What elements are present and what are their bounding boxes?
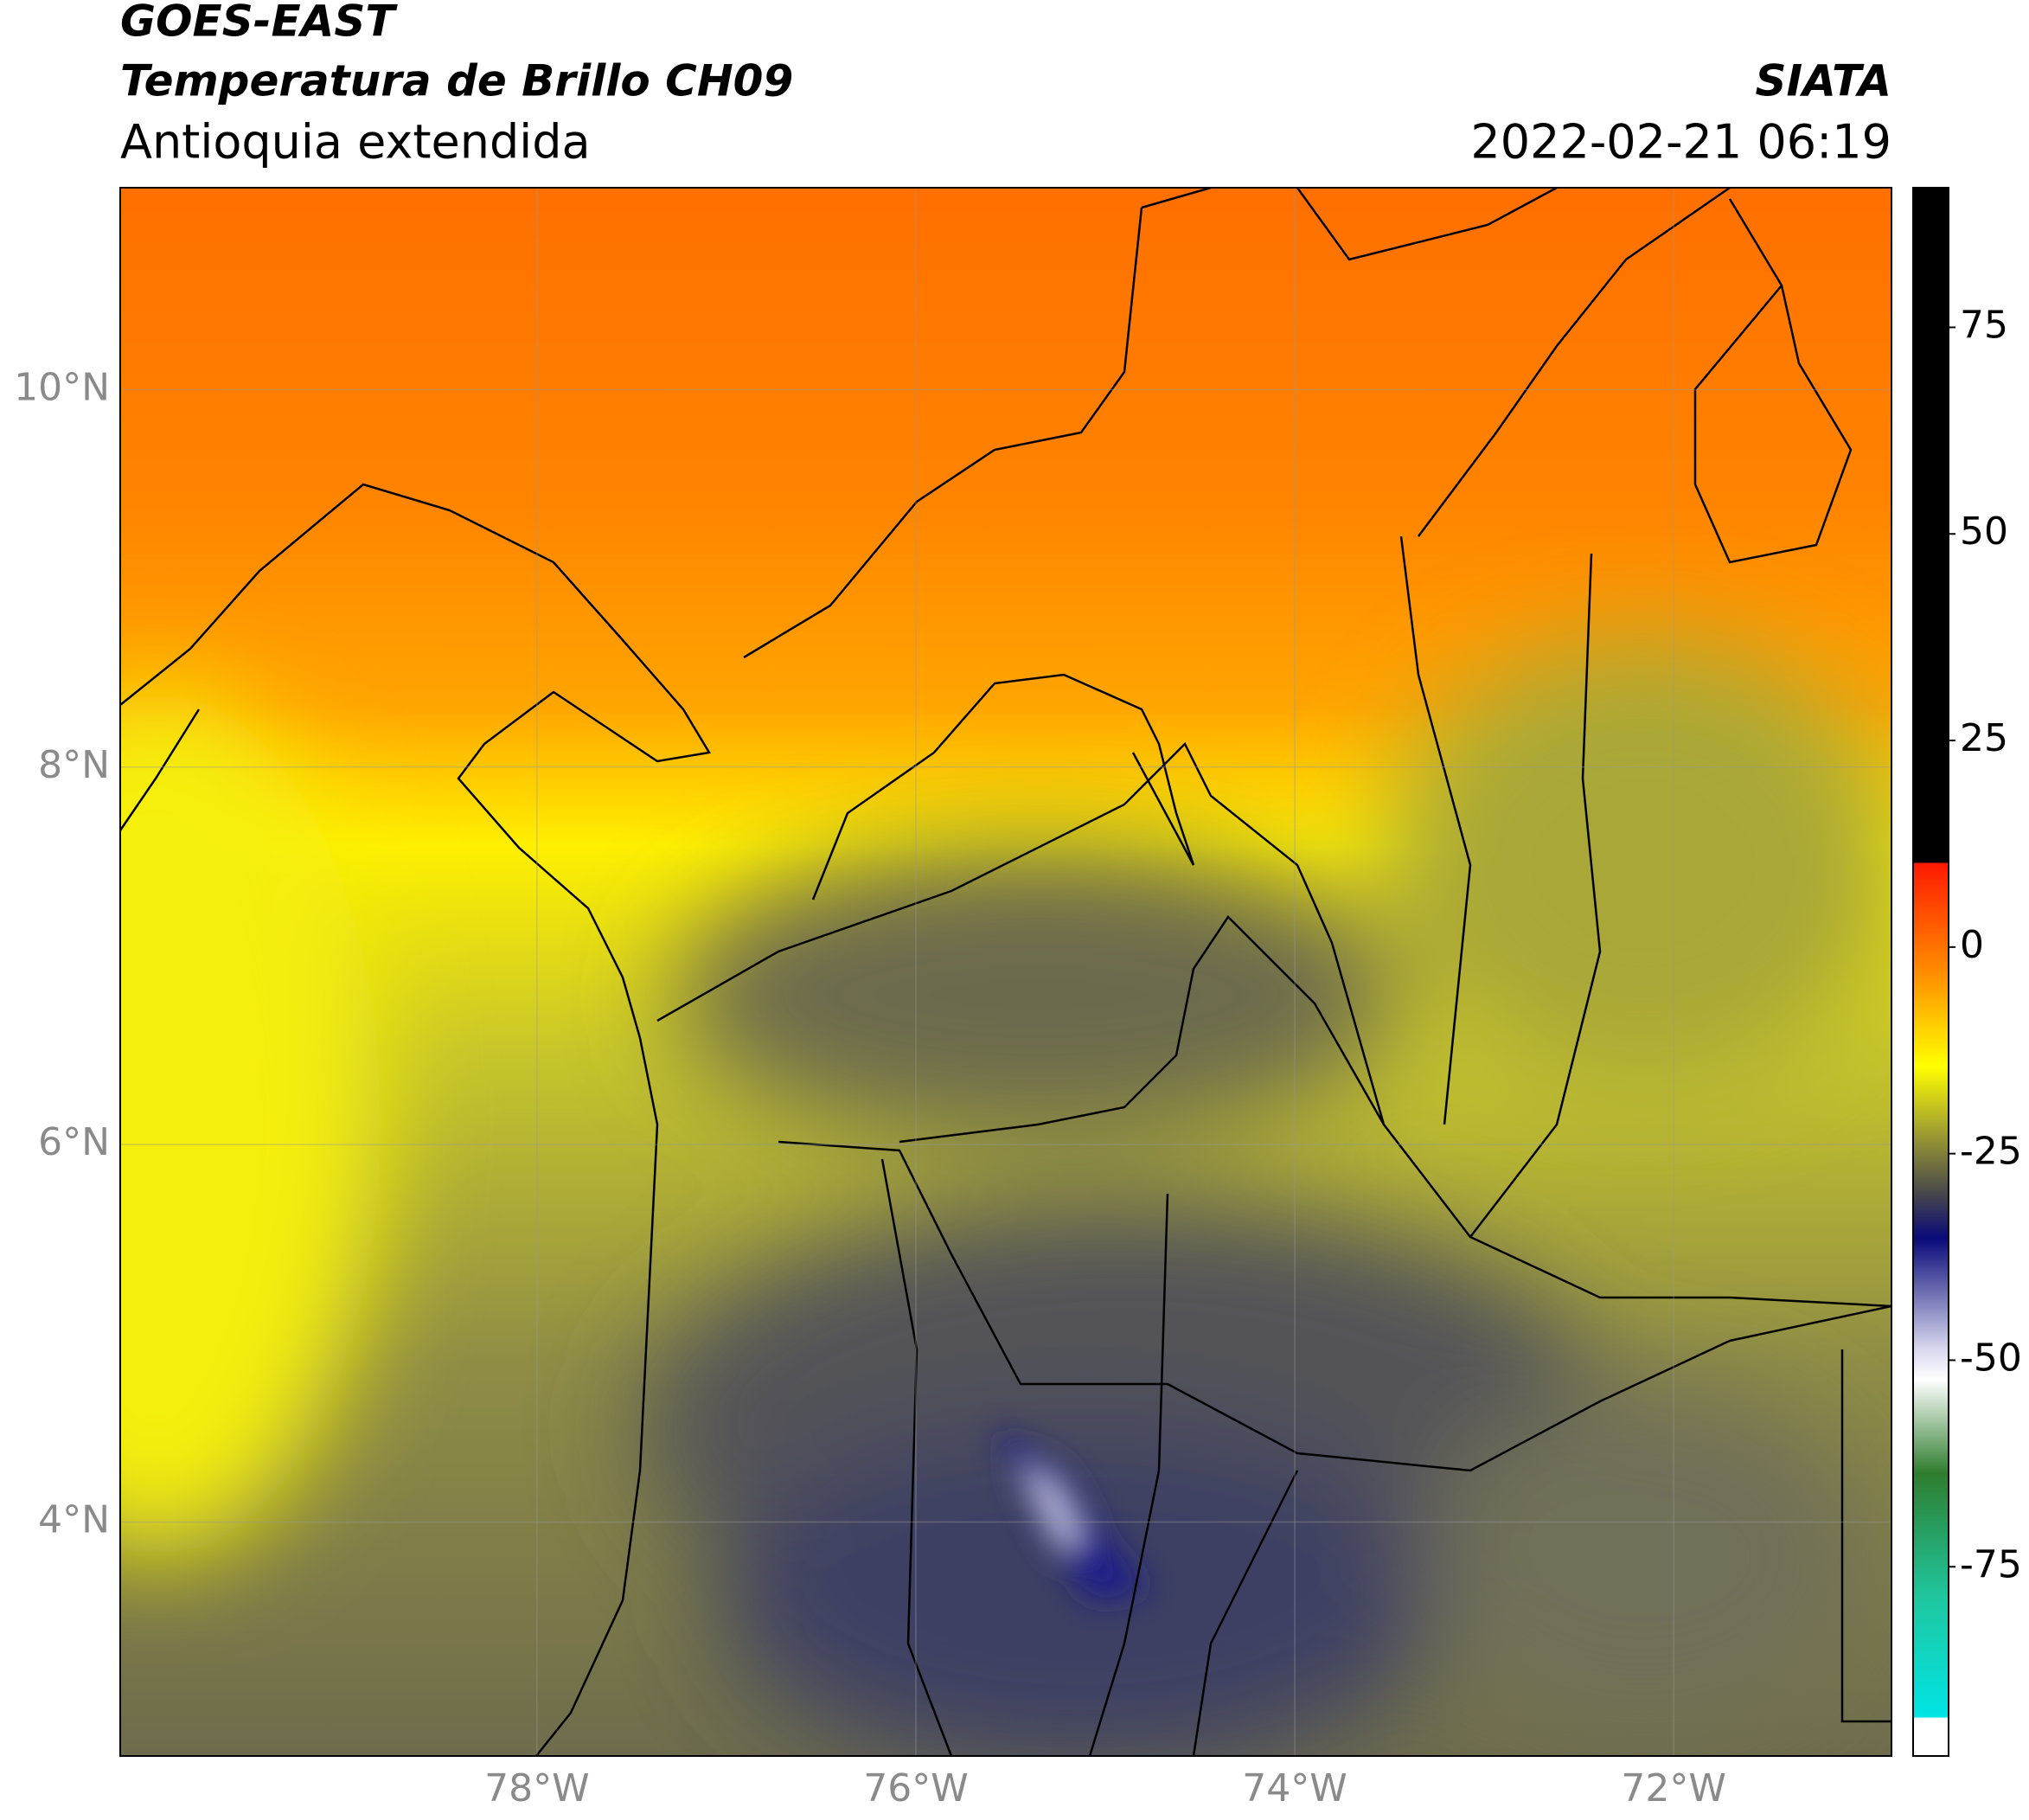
map-image xyxy=(120,188,1891,1756)
subtitle: Temperatura de Brillo CH09 xyxy=(120,56,793,106)
lon-tick-label: 78°W xyxy=(484,1766,590,1810)
region: Antioquia extendida xyxy=(120,115,591,170)
colorbar-tick-label: 50 xyxy=(1960,509,2008,554)
colorbar-tick-label: 0 xyxy=(1960,923,1984,967)
colorbar-tick-label: 25 xyxy=(1960,716,2008,760)
datetime: 2022-02-21 06:19 xyxy=(1470,115,1891,170)
title: GOES-EAST xyxy=(120,0,398,47)
source: SIATA xyxy=(1756,56,1891,106)
lat-tick-label: 4°N xyxy=(38,1497,110,1541)
lat-tick-label: 6°N xyxy=(38,1120,110,1164)
lat-tick-label: 8°N xyxy=(38,743,110,787)
colorbar-tick-label: -75 xyxy=(1960,1542,2022,1586)
map-frame xyxy=(119,187,1892,1757)
colorbar xyxy=(1912,187,1949,1757)
lon-tick-label: 74°W xyxy=(1242,1766,1347,1810)
colorbar-tick-label: -25 xyxy=(1960,1130,2022,1174)
grid xyxy=(120,188,1891,1756)
colorbar-tick-label: 75 xyxy=(1960,303,2008,347)
lon-tick-label: 76°W xyxy=(863,1766,969,1810)
colorbar-tick-label: -50 xyxy=(1960,1336,2022,1380)
lon-tick-label: 72°W xyxy=(1621,1766,1726,1810)
lat-tick-label: 10°N xyxy=(14,365,110,409)
